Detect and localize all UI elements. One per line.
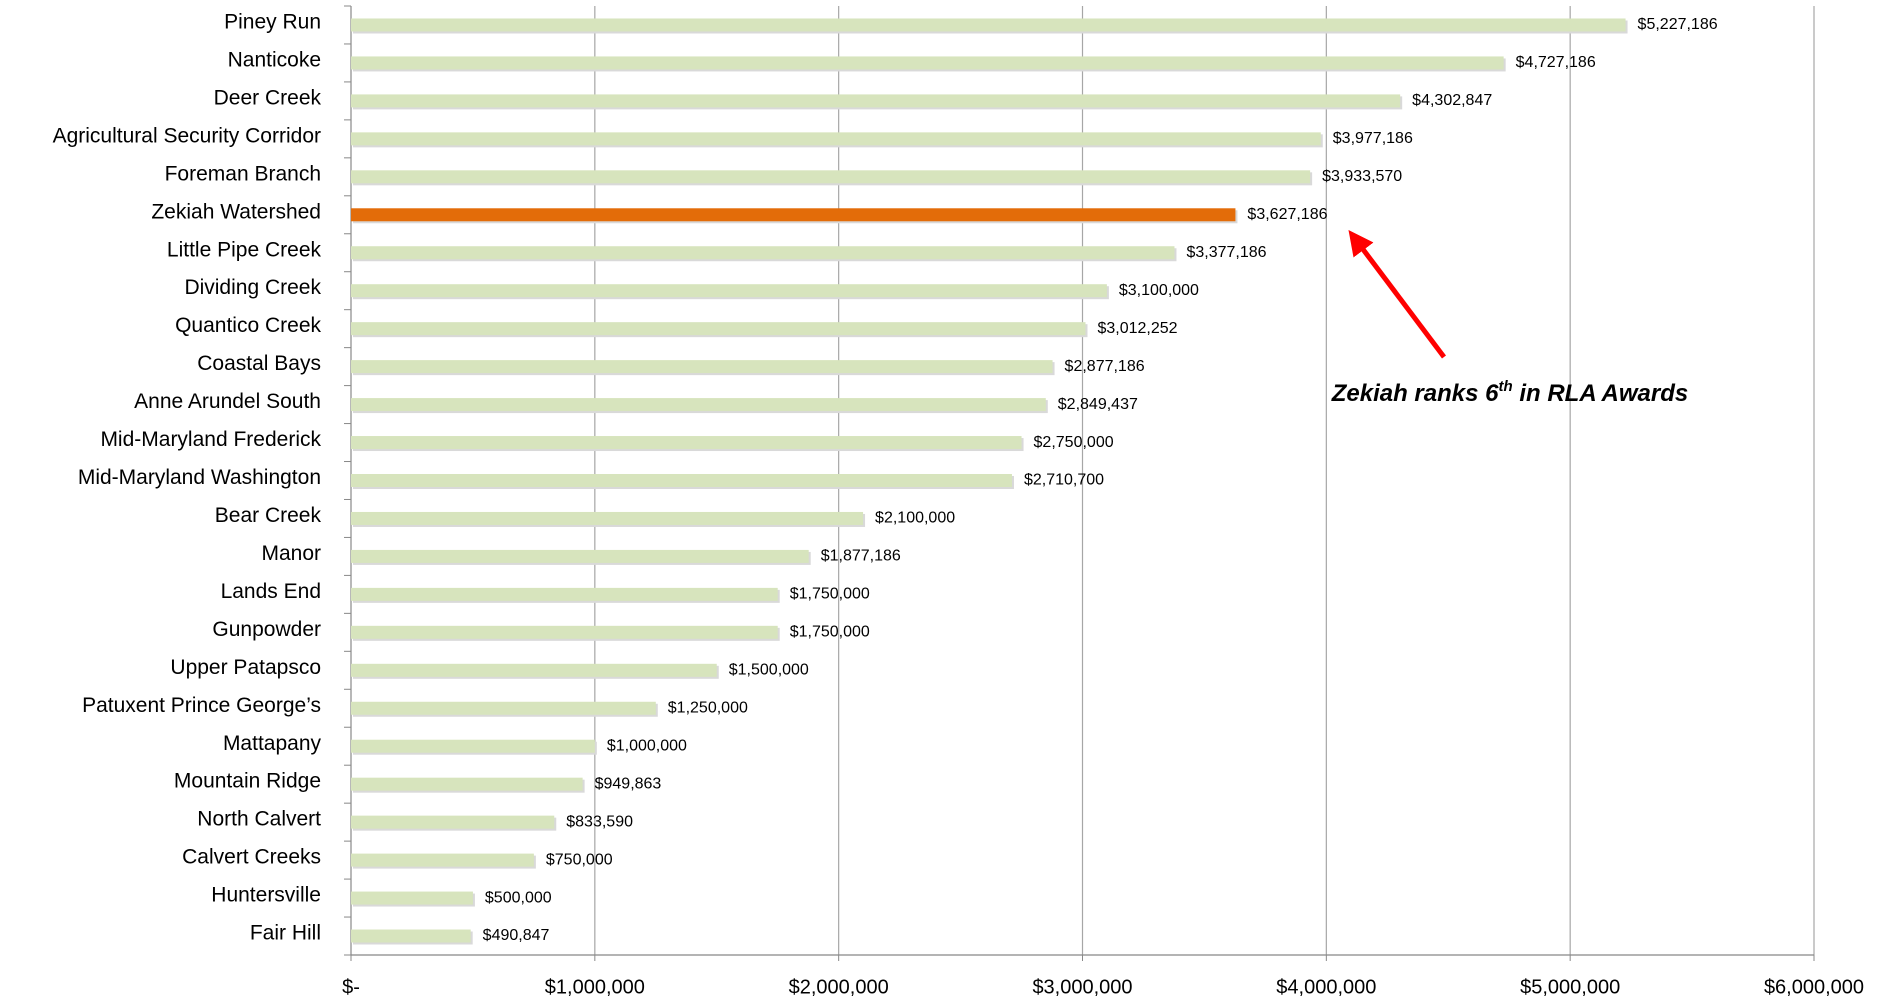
bar xyxy=(351,739,595,753)
annotation-text: Zekiah ranks 6 xyxy=(1331,380,1499,407)
y-tick-label: Quantico Creek xyxy=(175,314,321,337)
x-tick-label: $2,000,000 xyxy=(789,976,889,997)
bar xyxy=(351,853,534,867)
value-label: $5,227,186 xyxy=(1638,16,1718,33)
bar xyxy=(351,398,1046,412)
annotation-sup: th xyxy=(1499,378,1513,395)
arrow xyxy=(1348,230,1446,359)
value-label: $1,750,000 xyxy=(790,586,870,603)
bar xyxy=(351,246,1175,260)
x-tick-label: $1,000,000 xyxy=(545,976,645,997)
bar xyxy=(351,929,471,943)
bar xyxy=(351,891,473,905)
value-label: $3,377,186 xyxy=(1186,244,1266,261)
y-tick-label: Upper Patapsco xyxy=(170,656,321,679)
bar xyxy=(351,701,656,715)
x-tick-label: $4,000,000 xyxy=(1276,976,1376,997)
annotation: Zekiah ranks 6th in RLA Awards xyxy=(1331,378,1689,407)
value-label: $2,750,000 xyxy=(1034,434,1114,451)
y-tick-label: Zekiah Watershed xyxy=(151,200,321,223)
value-label: $3,100,000 xyxy=(1119,282,1199,299)
bar xyxy=(351,436,1022,450)
value-label: $2,849,437 xyxy=(1058,396,1138,413)
bar xyxy=(351,284,1107,298)
value-label: $2,710,700 xyxy=(1024,472,1104,489)
y-tick-label: Calvert Creeks xyxy=(182,846,321,869)
y-tick-label: Gunpowder xyxy=(212,618,321,641)
y-tick-label: Coastal Bays xyxy=(197,352,321,375)
y-tick-label: Nanticoke xyxy=(228,48,321,71)
bar xyxy=(351,94,1401,108)
x-tick-label: $- xyxy=(342,976,360,997)
value-label: $3,977,186 xyxy=(1333,130,1413,147)
x-tick-label: $3,000,000 xyxy=(1032,976,1132,997)
y-tick-label: Fair Hill xyxy=(250,922,321,945)
bar xyxy=(351,170,1311,184)
value-label: $2,100,000 xyxy=(875,510,955,527)
value-label: $1,750,000 xyxy=(790,624,870,641)
bar xyxy=(351,208,1236,222)
bar xyxy=(351,322,1086,336)
y-tick-label: Mattapany xyxy=(223,732,322,755)
bar xyxy=(351,511,864,525)
value-label: $3,627,186 xyxy=(1247,206,1327,223)
value-label: $1,877,186 xyxy=(821,548,901,565)
y-tick-label: Lands End xyxy=(221,580,321,603)
y-tick-label: Dividing Creek xyxy=(184,276,321,299)
y-tick-label: Foreman Branch xyxy=(165,162,321,185)
bar xyxy=(351,663,717,677)
value-label: $3,933,570 xyxy=(1322,168,1402,185)
value-label: $3,012,252 xyxy=(1097,320,1177,337)
y-tick-label: Agricultural Security Corridor xyxy=(53,124,321,147)
value-label: $833,590 xyxy=(566,813,633,830)
y-tick-label: Huntersville xyxy=(211,884,321,907)
bar xyxy=(351,815,555,829)
x-tick-label: $6,000,000 xyxy=(1764,976,1864,997)
value-label: $1,000,000 xyxy=(607,737,687,754)
value-label: $1,250,000 xyxy=(668,699,748,716)
bar xyxy=(351,549,809,563)
bar xyxy=(351,587,778,601)
y-tick-label: Bear Creek xyxy=(215,504,322,527)
y-tick-label: Patuxent Prince George’s xyxy=(82,694,321,717)
y-tick-label: Mid-Maryland Washington xyxy=(78,466,321,489)
bar xyxy=(351,132,1321,146)
value-label: $500,000 xyxy=(485,889,552,906)
x-tick-label: $5,000,000 xyxy=(1520,976,1620,997)
y-tick-label: Mountain Ridge xyxy=(174,770,321,793)
y-tick-label: Piney Run xyxy=(224,11,321,34)
value-label: $2,877,186 xyxy=(1065,358,1145,375)
y-tick-label: Anne Arundel South xyxy=(134,390,321,413)
bar xyxy=(351,56,1504,70)
value-label: $490,847 xyxy=(483,927,550,944)
value-label: $1,500,000 xyxy=(729,662,809,679)
bar xyxy=(351,625,778,639)
bar xyxy=(351,777,583,791)
value-label: $949,863 xyxy=(595,775,662,792)
value-label: $4,727,186 xyxy=(1516,54,1596,71)
bar xyxy=(351,360,1053,374)
value-label: $750,000 xyxy=(546,851,613,868)
bar xyxy=(351,474,1012,487)
y-tick-label: North Calvert xyxy=(197,808,321,831)
annotation-rest: in RLA Awards xyxy=(1513,380,1689,407)
value-label: $4,302,847 xyxy=(1412,92,1492,109)
y-tick-label: Manor xyxy=(261,542,321,565)
y-tick-label: Deer Creek xyxy=(214,86,322,109)
bar xyxy=(351,18,1626,32)
y-tick-label: Mid-Maryland Frederick xyxy=(100,428,321,451)
y-tick-label: Little Pipe Creek xyxy=(167,238,322,261)
